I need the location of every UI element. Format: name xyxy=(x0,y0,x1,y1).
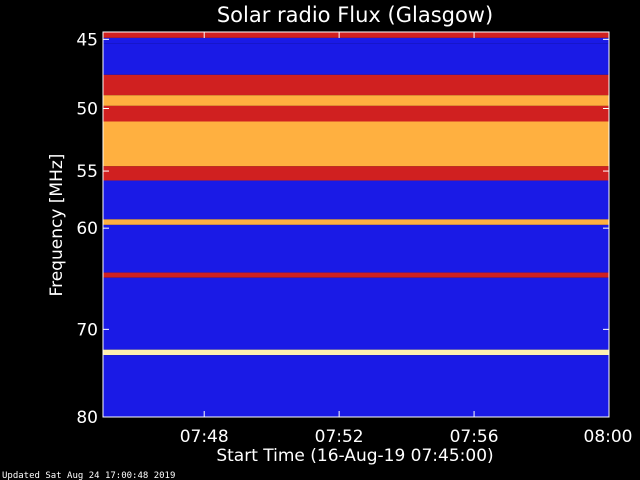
heatmap-band xyxy=(103,355,609,417)
plot-frame xyxy=(102,31,610,418)
y-axis-label: Frequency [MHz] xyxy=(47,154,67,297)
heatmap-band xyxy=(103,74,609,96)
y-tick-label: 70 xyxy=(76,320,98,340)
heatmap-band xyxy=(103,37,609,44)
heatmap-band xyxy=(103,105,609,122)
heatmap-band xyxy=(103,121,609,167)
heatmap-band xyxy=(103,180,609,220)
chart-title: Solar radio Flux (Glasgow) xyxy=(217,3,493,27)
y-tick-label: 80 xyxy=(76,408,98,428)
x-axis-label: Start Time (16-Aug-19 07:45:00) xyxy=(216,446,493,466)
x-axis-ticks: 07:48 07:52 07:56 08:00 xyxy=(180,32,633,447)
x-tick-label: 07:52 xyxy=(315,427,364,447)
y-tick-label: 60 xyxy=(76,219,98,239)
x-tick-label: 07:48 xyxy=(180,427,229,447)
heatmap-band xyxy=(103,43,609,75)
heatmap-band xyxy=(103,272,609,278)
x-tick-label: 08:00 xyxy=(584,427,633,447)
y-tick-label: 45 xyxy=(76,30,98,50)
heatmap-band xyxy=(103,166,609,181)
x-tick-label: 07:56 xyxy=(450,427,499,447)
heatmap-area xyxy=(103,32,609,417)
heatmap-band xyxy=(103,277,609,350)
y-tick-label: 55 xyxy=(76,162,98,182)
heatmap-band xyxy=(103,32,609,38)
heatmap-band xyxy=(103,349,609,356)
heatmap-band xyxy=(103,224,609,273)
heatmap-band xyxy=(103,219,609,225)
y-tick-label: 50 xyxy=(76,99,98,119)
update-footer: Updated Sat Aug 24 17:00:48 2019 xyxy=(2,471,175,480)
heatmap-band xyxy=(103,95,609,106)
